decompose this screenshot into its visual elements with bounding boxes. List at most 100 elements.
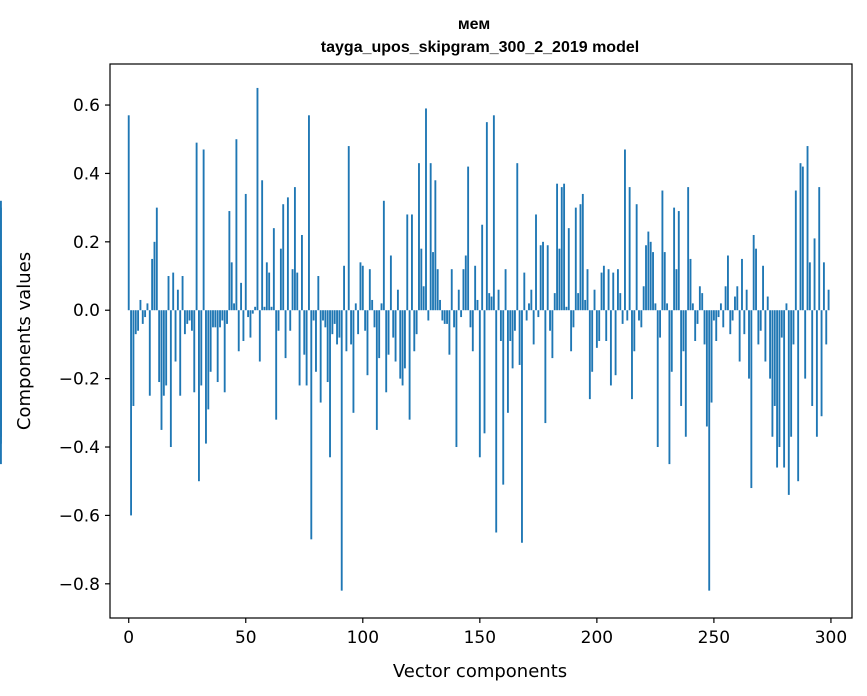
bar — [137, 310, 140, 331]
bar — [565, 306, 568, 311]
bar — [666, 303, 669, 311]
bar — [818, 187, 821, 311]
bar — [612, 272, 615, 311]
bar — [354, 303, 357, 311]
bar — [703, 310, 706, 345]
bar — [256, 87, 259, 311]
bar — [275, 310, 278, 420]
bar — [822, 262, 825, 311]
bar — [715, 310, 718, 341]
x-tick-label: 0 — [123, 628, 134, 648]
bar — [729, 310, 732, 335]
bar — [364, 310, 367, 331]
bar — [144, 310, 147, 318]
bar — [436, 269, 439, 311]
bar — [748, 310, 750, 379]
bar — [804, 310, 807, 379]
bar — [649, 241, 652, 311]
bar — [691, 303, 694, 311]
bar — [808, 262, 811, 311]
bar — [790, 310, 793, 437]
bar — [701, 293, 704, 311]
bar — [471, 310, 474, 352]
bar — [813, 238, 816, 311]
bar — [183, 310, 186, 335]
bar — [261, 180, 264, 311]
bar — [329, 310, 331, 458]
bar — [518, 310, 521, 365]
bar — [291, 269, 294, 311]
bar — [712, 310, 715, 321]
bar — [801, 166, 804, 311]
bar — [169, 310, 172, 448]
bar — [242, 310, 245, 341]
bar — [558, 248, 561, 311]
bar — [595, 310, 598, 348]
bar — [200, 310, 203, 386]
bar — [787, 310, 790, 495]
bar — [642, 286, 645, 311]
bar — [167, 276, 170, 311]
bar — [406, 214, 409, 311]
y-tick-label: −0.4 — [59, 438, 100, 458]
x-tick-label: 300 — [815, 628, 847, 648]
bar — [631, 310, 633, 400]
bar — [656, 310, 659, 448]
bar — [420, 248, 423, 311]
y-axis-label: Components values — [14, 252, 35, 430]
bar — [502, 310, 505, 485]
bar — [343, 265, 345, 311]
bar — [408, 310, 411, 420]
bar — [598, 310, 601, 341]
bar — [357, 310, 360, 335]
bar — [687, 187, 690, 311]
bar — [605, 310, 608, 341]
bar — [223, 310, 226, 393]
bar — [340, 310, 343, 591]
bar — [574, 207, 577, 311]
bar — [572, 310, 575, 328]
bar — [645, 245, 647, 311]
bar — [506, 310, 509, 413]
bar — [659, 310, 661, 338]
bar — [495, 310, 498, 533]
bar — [677, 211, 680, 311]
bar — [277, 310, 280, 331]
bar — [190, 310, 193, 331]
bar — [616, 269, 619, 311]
y-tick-label: 0.4 — [73, 164, 100, 184]
y-tick-label: 0.6 — [73, 96, 100, 116]
bar — [478, 310, 481, 458]
bar — [499, 310, 502, 341]
bar — [415, 310, 418, 335]
y-tick-label: 0.2 — [73, 233, 100, 253]
bar — [249, 310, 252, 338]
bar — [233, 303, 235, 311]
bar — [446, 310, 448, 324]
bar — [270, 306, 273, 311]
bar — [198, 310, 200, 482]
bar — [710, 310, 713, 403]
bar — [647, 231, 650, 311]
bar — [272, 228, 275, 311]
bar — [139, 299, 142, 311]
bar — [226, 310, 228, 324]
bar — [310, 310, 313, 540]
bar — [389, 255, 392, 311]
bar — [176, 289, 179, 311]
bar — [132, 310, 135, 406]
bar — [481, 224, 484, 311]
bar — [453, 310, 456, 328]
bar — [773, 310, 776, 406]
bar — [537, 310, 540, 318]
x-tick-label: 50 — [235, 628, 257, 648]
bar — [413, 310, 416, 352]
bar — [251, 310, 254, 314]
bar — [771, 310, 774, 437]
bar — [764, 310, 767, 362]
bar — [591, 310, 594, 372]
bar — [411, 214, 413, 311]
bar — [474, 265, 477, 311]
bar — [322, 310, 324, 321]
bar — [127, 115, 130, 311]
